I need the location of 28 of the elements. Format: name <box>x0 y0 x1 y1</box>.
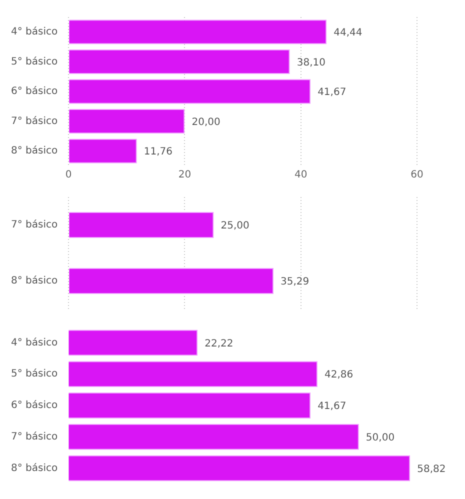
y-tick-label: 4° básico <box>10 337 58 348</box>
y-tick-label: 4° básico <box>10 26 58 38</box>
x-tick-label: 20 <box>178 170 192 181</box>
data-label: 25,00 <box>220 220 250 232</box>
y-tick-label: 7° básico <box>10 220 58 231</box>
data-label: 35,29 <box>280 276 310 288</box>
data-label: 38,10 <box>296 57 326 68</box>
y-tick-label: 7° básico <box>10 116 58 127</box>
data-label: 42,86 <box>324 370 354 381</box>
x-tick-label: 40 <box>294 170 308 181</box>
y-tick-label: 6° básico <box>10 400 58 412</box>
y-tick-label: 8° básico <box>10 276 58 287</box>
y-tick-label: 6° básico <box>10 86 58 98</box>
y-tick-label: 8° básico <box>10 462 58 474</box>
x-tick-label: 60 <box>410 170 424 181</box>
data-label: 41,67 <box>318 401 346 412</box>
data-label: 58,82 <box>417 464 446 475</box>
y-tick-label: 5° básico <box>10 368 58 380</box>
data-label: 41,67 <box>318 87 346 98</box>
data-label: 22,22 <box>204 338 234 350</box>
y-tick-label: 7° básico <box>10 431 58 442</box>
y-tick-label: 5° básico <box>10 56 58 68</box>
x-tick-label: 0 <box>65 170 72 181</box>
data-label: 11,76 <box>144 146 173 158</box>
data-label: 44,44 <box>334 27 362 38</box>
data-label: 20,00 <box>192 116 220 128</box>
y-tick-label: 8° básico <box>10 146 58 157</box>
data-label: 50,00 <box>366 432 395 444</box>
